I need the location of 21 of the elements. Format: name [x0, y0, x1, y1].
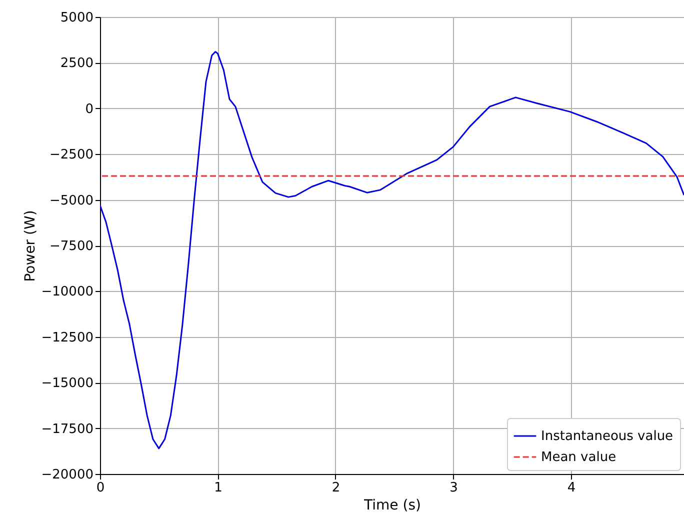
y-axis-title: Power (W): [22, 210, 38, 282]
y-tick-label: −7500: [50, 239, 94, 254]
y-tick-label: 2500: [60, 56, 94, 72]
y-tick-label: 0: [85, 102, 94, 117]
x-tick-label: 3: [450, 480, 458, 496]
x-tick-label: 4: [567, 480, 576, 496]
y-tick-label: −15000: [41, 376, 94, 392]
y-tick-label: −20000: [41, 468, 94, 482]
x-tick-label: 1: [214, 480, 222, 496]
y-tick-label: −17500: [41, 422, 94, 437]
y-tick-label: −2500: [50, 148, 94, 163]
y-tick-label: 5000: [60, 10, 94, 26]
x-tick-label: 2: [332, 480, 340, 496]
y-tick-label: −5000: [50, 193, 94, 208]
y-tick-label: −10000: [41, 284, 94, 300]
x-axis-title: Time (s): [363, 498, 421, 514]
line-series: [100, 50, 684, 450]
y-tick-label: −12500: [41, 330, 94, 346]
x-tick-label: 0: [96, 480, 105, 496]
legend-label: Instantaneous value: [541, 429, 674, 444]
legend-label: Mean value: [541, 450, 616, 465]
